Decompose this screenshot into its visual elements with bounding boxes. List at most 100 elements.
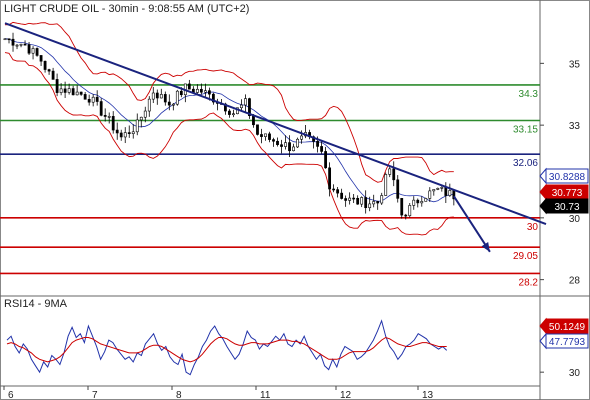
candle-body <box>316 141 319 147</box>
candle-body <box>203 90 207 93</box>
level-label: 32.06 <box>513 158 538 169</box>
candle-body <box>376 201 380 204</box>
price-value-tag-label: 30.73 <box>554 202 579 213</box>
level-label: 29.05 <box>513 251 538 262</box>
candle-body <box>244 98 247 106</box>
price-value-tag-label: 30.8288 <box>549 172 586 183</box>
y-tick-label: 30 <box>569 214 581 225</box>
price-value-tag-pointer <box>539 197 547 215</box>
rsi-ma-line <box>6 336 447 363</box>
trendline <box>4 22 547 225</box>
y-tick-label: 28 <box>569 276 581 287</box>
x-tick-label: 12 <box>340 390 352 400</box>
price-value-tag-pointer <box>539 167 547 185</box>
candle-body <box>408 205 412 217</box>
rsi-value-tag-label: 50.1249 <box>549 322 586 333</box>
candle-body <box>320 146 323 152</box>
candle-body <box>31 48 35 54</box>
x-tick-label: 11 <box>260 390 271 400</box>
candle-body <box>159 94 163 99</box>
candle-body <box>428 190 432 199</box>
titles: LIGHT CRUDE OIL - 30min - 9:08:55 AM (UT… <box>4 3 249 310</box>
candle-body <box>211 93 215 103</box>
x-tick-label: 7 <box>92 390 98 400</box>
candle-body <box>300 135 303 140</box>
candle-body <box>19 43 23 46</box>
candle-body <box>400 198 404 216</box>
candle-body <box>71 88 75 96</box>
candle-body <box>288 142 291 152</box>
candle-body <box>35 48 39 56</box>
candle-body <box>87 98 91 103</box>
candle-body <box>268 133 271 140</box>
candle-body <box>11 38 15 46</box>
candle-body <box>115 129 119 134</box>
candle-body <box>432 189 436 192</box>
value-tags: 30.8288 30.773 30.73 50.1249 47.7793 <box>539 167 589 350</box>
price-value-tag-pointer <box>539 183 547 201</box>
candle-body <box>284 142 287 147</box>
rsi-value-tag-label: 47.7793 <box>549 337 586 348</box>
candle-body <box>324 151 328 169</box>
candle-body <box>123 132 127 138</box>
rsi-value-tag-pointer <box>539 332 547 350</box>
candle-body <box>364 197 368 209</box>
price-levels: 34.3 33.15 32.06 30 29.05 28.2 <box>0 84 540 288</box>
candle-body <box>336 189 340 194</box>
candle-body <box>332 188 336 191</box>
candle-body <box>448 190 452 196</box>
candle-body <box>348 197 352 201</box>
candle-body <box>436 187 440 190</box>
x-tick-label: 6 <box>8 390 14 400</box>
candle-body <box>51 70 55 80</box>
candle-body <box>111 116 115 131</box>
level-label: 30 <box>527 222 539 233</box>
forecast-arrow-head <box>481 241 490 252</box>
candle-body <box>396 179 400 199</box>
level-label: 33.15 <box>513 125 538 136</box>
candle-body <box>179 90 183 96</box>
candle-body <box>352 197 356 200</box>
candle-body <box>199 88 203 93</box>
candle-body <box>207 90 211 95</box>
candle-body <box>63 88 67 93</box>
candle-body <box>3 38 7 41</box>
bollinger-lower <box>4 52 454 236</box>
chart-title: LIGHT CRUDE OIL - 30min - 9:08:55 AM (UT… <box>4 3 249 15</box>
candle-body <box>99 101 103 116</box>
rsi-value-tag-pointer <box>539 317 547 335</box>
candle-body <box>328 167 332 190</box>
candle-body <box>147 98 151 112</box>
candle-body <box>67 88 71 93</box>
candle-body <box>175 90 179 105</box>
candle-body <box>23 43 27 46</box>
rsi-panel <box>6 319 448 376</box>
bollinger-upper <box>4 21 454 183</box>
candle-body <box>79 91 83 95</box>
candle-body <box>155 92 159 99</box>
candle-body <box>59 88 63 93</box>
candle-body <box>356 197 360 205</box>
candle-body <box>368 203 372 209</box>
candle-body <box>75 91 79 96</box>
candle-body <box>143 110 147 118</box>
candle-body <box>228 110 231 115</box>
candle-body <box>344 198 348 201</box>
candle-body <box>55 79 59 93</box>
candle-body <box>47 69 51 72</box>
candle-body <box>280 144 283 147</box>
rsi-title: RSI14 - 9MA <box>4 298 68 310</box>
candle-body <box>151 92 155 100</box>
candle-body <box>404 214 408 217</box>
candle-body <box>135 119 139 133</box>
y-tick-label: 33 <box>569 121 581 132</box>
candle-body <box>444 187 448 196</box>
candle-body <box>187 83 191 90</box>
candle-body <box>272 139 275 142</box>
candle-body <box>256 124 259 135</box>
candle-body <box>240 104 243 109</box>
candle-body <box>15 44 19 47</box>
